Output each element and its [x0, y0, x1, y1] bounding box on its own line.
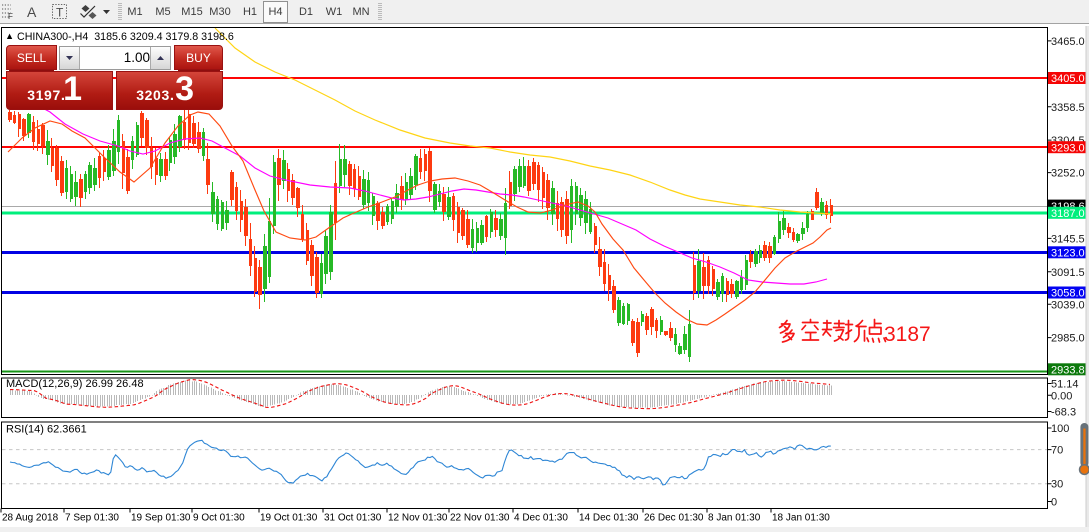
svg-text:3145.5: 3145.5: [1051, 233, 1085, 245]
svg-text:3358.5: 3358.5: [1051, 102, 1085, 114]
svg-text:9 Oct 01:30: 9 Oct 01:30: [193, 513, 245, 524]
svg-text:28 Aug 2018: 28 Aug 2018: [2, 513, 59, 524]
svg-text:2933.8: 2933.8: [1051, 365, 1085, 377]
svg-text:RSI(14) 62.3661: RSI(14) 62.3661: [6, 424, 87, 436]
svg-text:2985.0: 2985.0: [1051, 333, 1085, 345]
svg-text:3252.0: 3252.0: [1051, 168, 1085, 180]
svg-text:F: F: [8, 12, 13, 21]
svg-text:3293.0: 3293.0: [1051, 142, 1085, 154]
svg-text:26 Dec 01:30: 26 Dec 01:30: [644, 513, 704, 524]
svg-text:100: 100: [1051, 423, 1069, 435]
svg-text:51.14: 51.14: [1051, 379, 1079, 391]
svg-text:8 Jan 01:30: 8 Jan 01:30: [708, 513, 761, 524]
svg-text:A: A: [27, 4, 37, 20]
svg-text:7 Sep 01:30: 7 Sep 01:30: [65, 513, 119, 524]
svg-text:3187: 3187: [884, 323, 931, 346]
svg-text:18 Jan 01:30: 18 Jan 01:30: [772, 513, 830, 524]
svg-text:19 Sep 01:30: 19 Sep 01:30: [131, 513, 191, 524]
svg-text:30: 30: [1051, 479, 1063, 491]
svg-text:3405.0: 3405.0: [1051, 73, 1085, 85]
svg-text:3465.0: 3465.0: [1051, 36, 1085, 48]
svg-text:12 Nov 01:30: 12 Nov 01:30: [388, 513, 448, 524]
svg-text:3058.0: 3058.0: [1051, 288, 1085, 300]
svg-text:22 Nov 01:30: 22 Nov 01:30: [450, 513, 510, 524]
svg-text:14 Dec 01:30: 14 Dec 01:30: [579, 513, 639, 524]
svg-text:4 Dec 01:30: 4 Dec 01:30: [514, 513, 568, 524]
svg-text:70: 70: [1051, 445, 1063, 457]
svg-text:CHINA300-,H4 3185.6 3209.4 31: CHINA300-,H4 3185.6 3209.4 3179.8 3198.6: [17, 31, 234, 43]
svg-text:19 Oct 01:30: 19 Oct 01:30: [260, 513, 318, 524]
svg-text:3187.0: 3187.0: [1051, 208, 1085, 220]
svg-text:T: T: [56, 6, 64, 20]
svg-text:0: 0: [1051, 497, 1057, 509]
svg-text:0.00: 0.00: [1051, 390, 1072, 402]
svg-text:MACD(12,26,9) 26.99 26.48: MACD(12,26,9) 26.99 26.48: [6, 378, 144, 390]
svg-text:-68.3: -68.3: [1051, 407, 1076, 419]
svg-text:3039.0: 3039.0: [1051, 299, 1085, 311]
svg-text:31 Oct 01:30: 31 Oct 01:30: [324, 513, 382, 524]
svg-text:3123.0: 3123.0: [1051, 248, 1085, 260]
svg-text:▲: ▲: [5, 31, 14, 41]
svg-text:3091.5: 3091.5: [1051, 267, 1085, 279]
